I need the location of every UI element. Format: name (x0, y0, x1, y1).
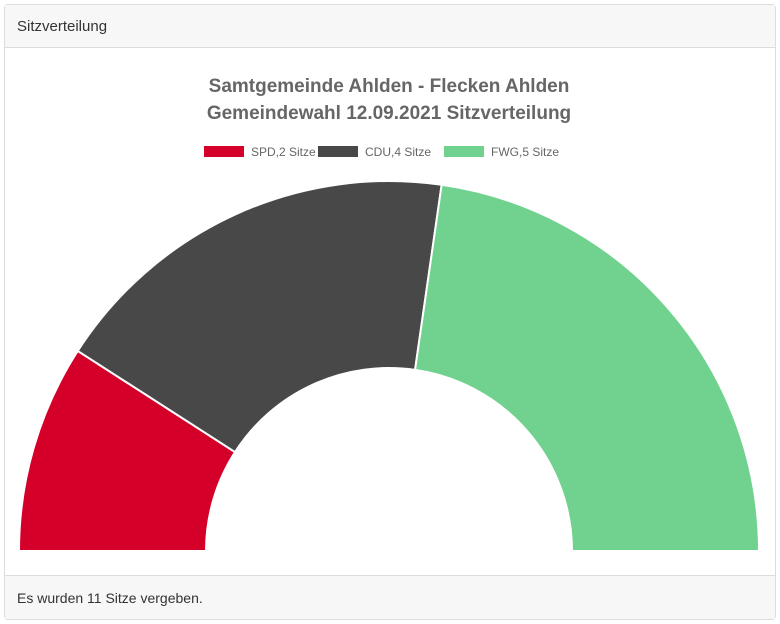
legend-item[interactable]: SPD,2 Sitze (204, 145, 316, 159)
legend-item[interactable]: CDU,4 Sitze (318, 145, 431, 159)
legend-swatch (318, 146, 358, 157)
chart-title-line-1: Samtgemeinde Ahlden - Flecken Ahlden (209, 76, 570, 97)
card-header: Sitzverteilung (5, 5, 775, 48)
chart-legend: SPD,2 Sitze CDU,4 Sitze FWG,5 Sitze (204, 145, 559, 159)
legend-item[interactable]: FWG,5 Sitze (444, 145, 559, 159)
legend-swatch (204, 146, 244, 157)
legend-label: SPD,2 Sitze (251, 145, 316, 159)
chart-slice[interactable] (76, 180, 443, 454)
chart-card: Sitzverteilung Samtgemeinde Ahlden - Fle… (4, 4, 776, 620)
chart-title-line-2: Gemeindewahl 12.09.2021 Sitzverteilung (207, 103, 571, 124)
seat-distribution-chart: Samtgemeinde Ahlden - Flecken Ahlden Gem… (17, 76, 761, 552)
legend-swatch (444, 146, 484, 157)
chart-area: Samtgemeinde Ahlden - Flecken Ahlden Gem… (5, 48, 777, 577)
legend-label: CDU,4 Sitze (365, 145, 431, 159)
chart-slice[interactable] (413, 183, 761, 552)
card-footer: Es wurden 11 Sitze vergeben. (5, 575, 775, 619)
chart-slices (17, 180, 761, 552)
legend-label: FWG,5 Sitze (491, 145, 559, 159)
